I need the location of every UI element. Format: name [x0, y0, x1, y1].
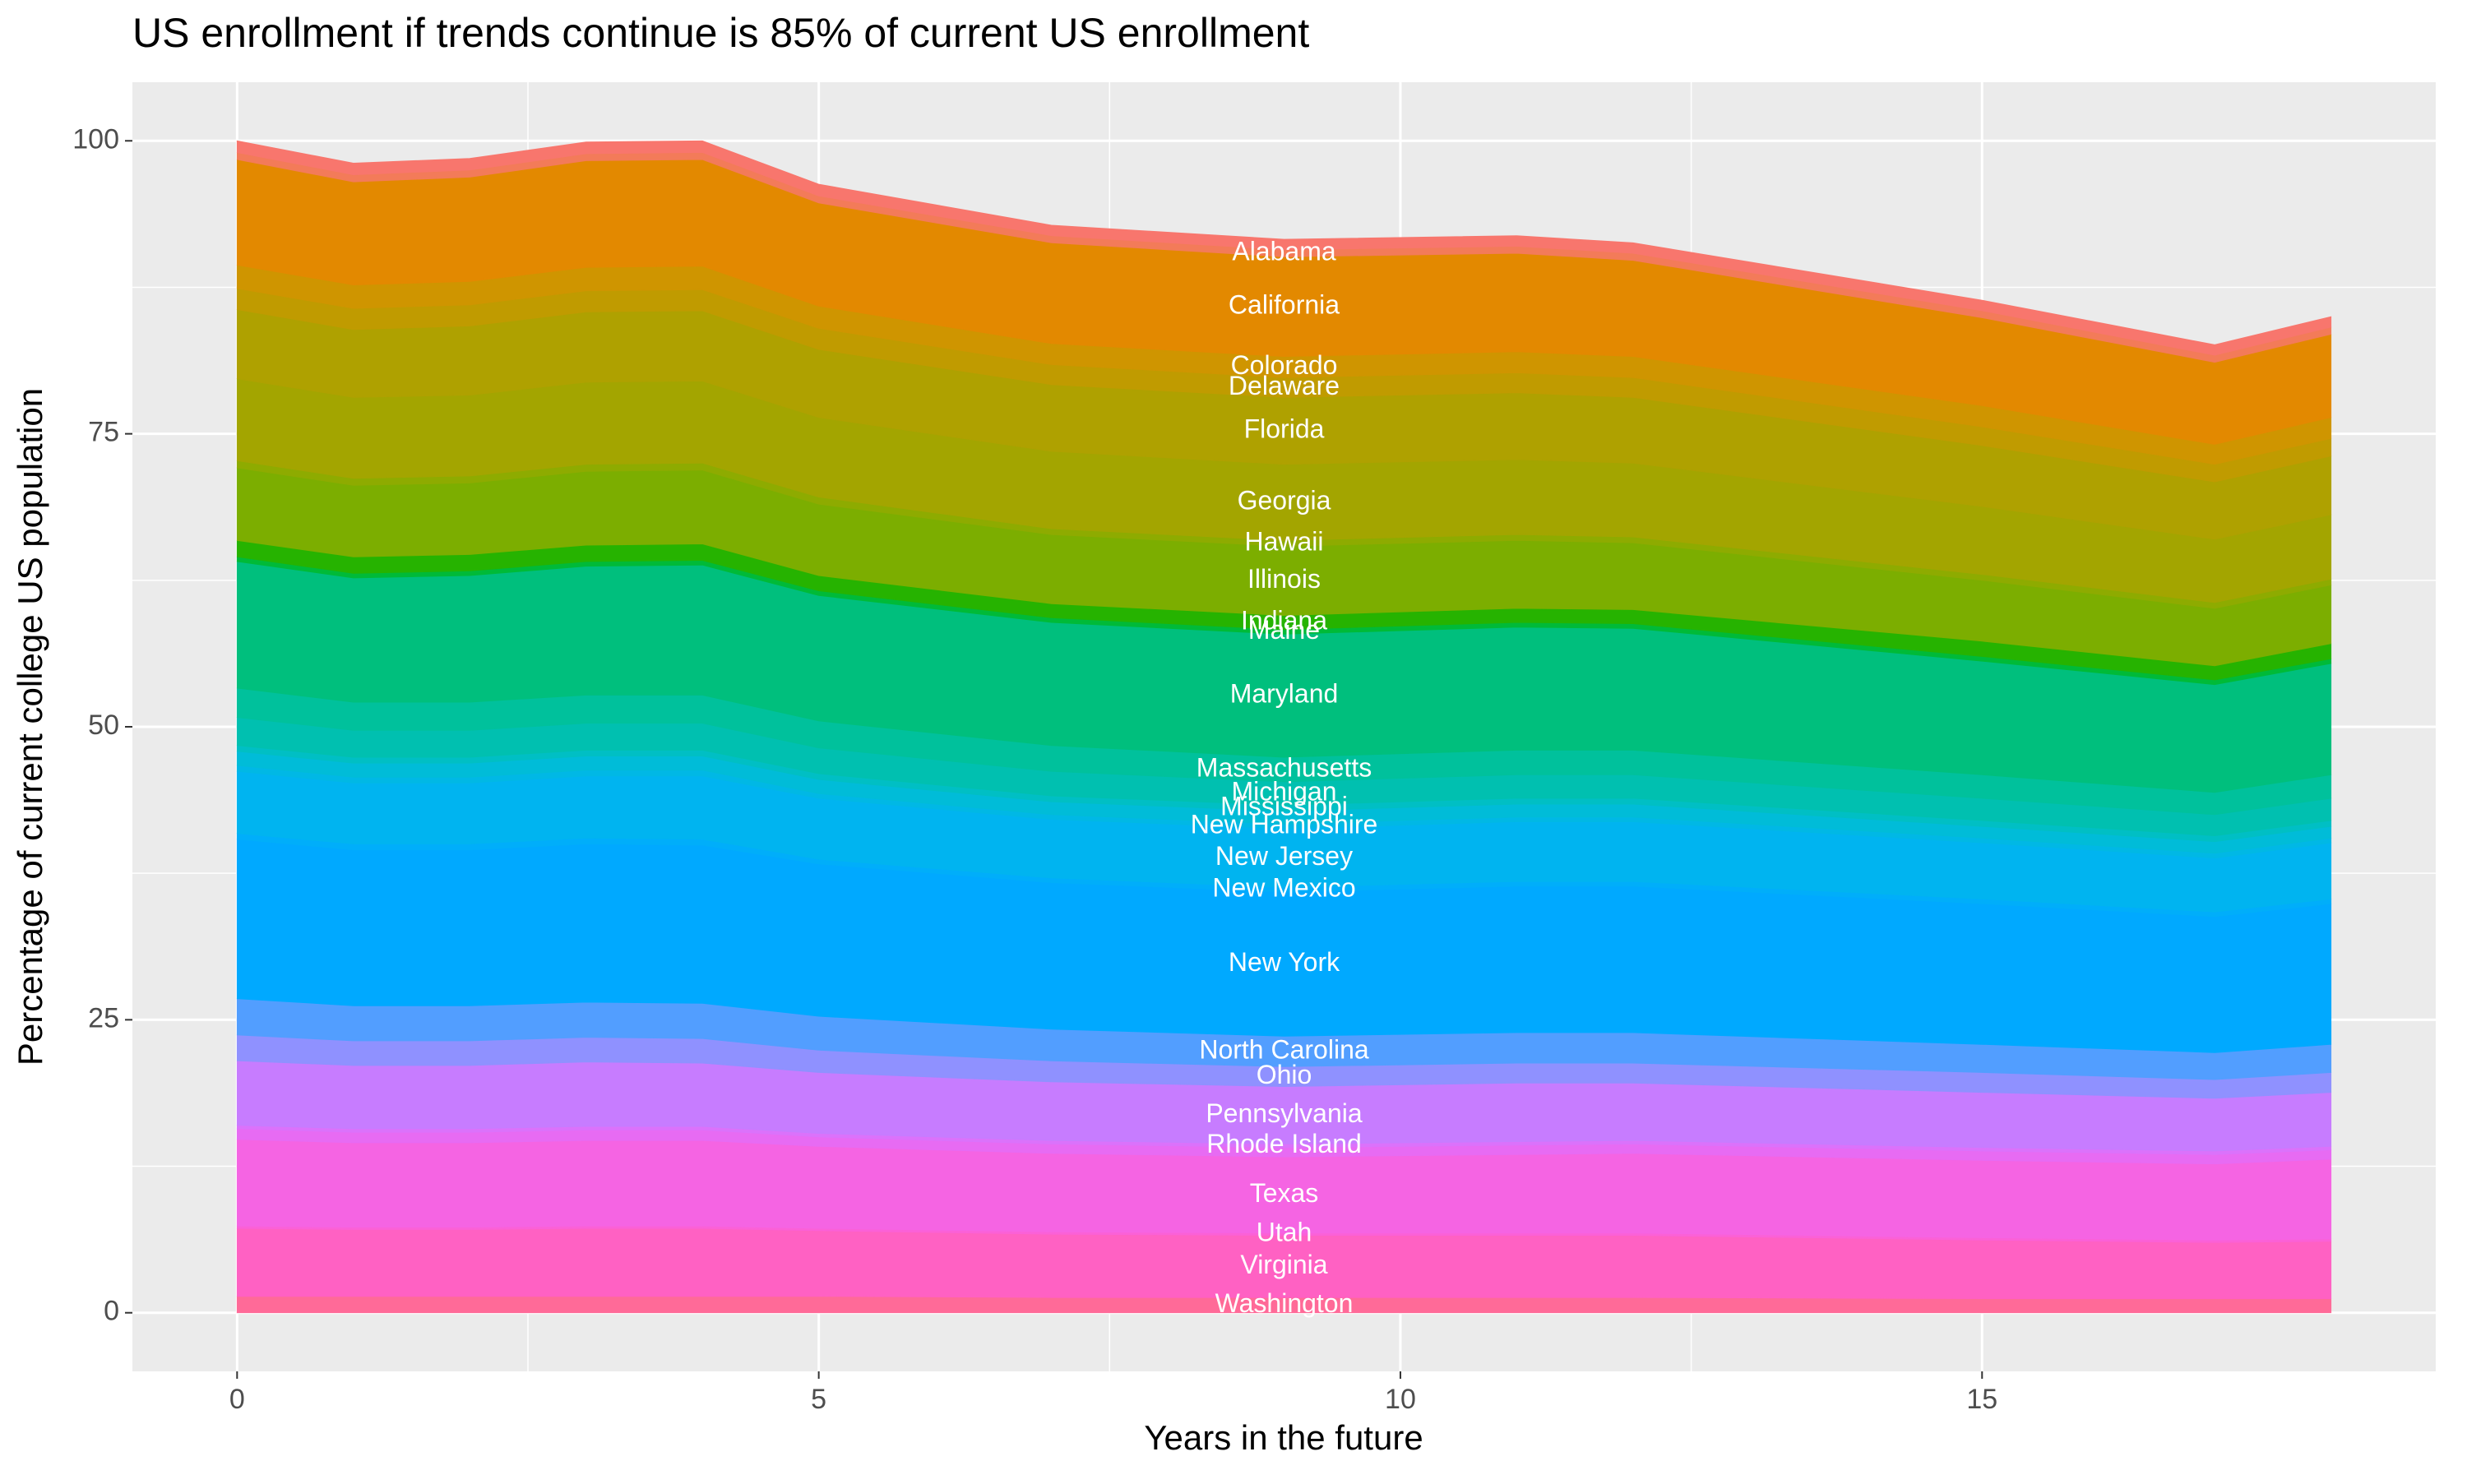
area-label: Massachusetts: [1196, 752, 1372, 782]
area: [236, 140, 2332, 356]
x-tick-label: 10: [1385, 1384, 1416, 1415]
area-label: Illinois: [1247, 564, 1321, 594]
y-tick-label: 0: [104, 1296, 119, 1327]
y-tick-label: 75: [88, 417, 119, 448]
y-tick-label: 50: [88, 710, 119, 741]
chart-title: US enrollment if trends continue is 85% …: [132, 10, 1309, 56]
x-tick-label: 0: [229, 1384, 245, 1415]
x-tick-label: 5: [811, 1384, 826, 1415]
area-label: Indiana: [1241, 606, 1327, 636]
area-label: Texas: [1250, 1178, 1319, 1208]
y-axis-label: Percentage of current college US populat…: [11, 388, 49, 1066]
axes: 0 25 50 75 100 0 5 10 15: [72, 123, 1997, 1415]
area-label: Delaware: [1229, 371, 1340, 400]
area-label: Pennsylvania: [1206, 1098, 1363, 1128]
area-label: Michigan: [1231, 777, 1336, 807]
area-label: Florida: [1244, 414, 1325, 444]
area-label: Hawaii: [1244, 526, 1323, 556]
area-label: California: [1229, 289, 1340, 319]
area-label: Maryland: [1230, 679, 1339, 709]
area-labels: Washington Virginia Utah Texas Rhode IslandP…: [1191, 237, 1378, 1318]
area-label: North Carolina: [1199, 1034, 1369, 1064]
area-label: New York: [1229, 947, 1340, 977]
area-label: Virginia: [1240, 1250, 1327, 1279]
area-label: Ohio: [1257, 1060, 1312, 1089]
area-label: Colorado: [1231, 350, 1338, 380]
areas: [236, 140, 2332, 1314]
area-label: Maine: [1248, 615, 1320, 645]
area-label: New Jersey: [1215, 841, 1353, 871]
area-label: Georgia: [1238, 485, 1331, 515]
y-tick-label: 100: [72, 123, 119, 155]
area-label: Mississippi: [1220, 792, 1348, 821]
y-tick-label: 25: [88, 1002, 119, 1033]
x-tick-label: 15: [1966, 1384, 1997, 1415]
area-label: Washington: [1215, 1288, 1354, 1318]
area-label: New Hampshire: [1191, 810, 1378, 839]
x-axis-label: Years in the future: [1144, 1418, 1423, 1457]
area-label: Rhode Island: [1206, 1129, 1362, 1158]
area-label: Alabama: [1232, 237, 1336, 266]
area-label: Utah: [1257, 1218, 1312, 1247]
area-label: New Mexico: [1212, 873, 1355, 903]
